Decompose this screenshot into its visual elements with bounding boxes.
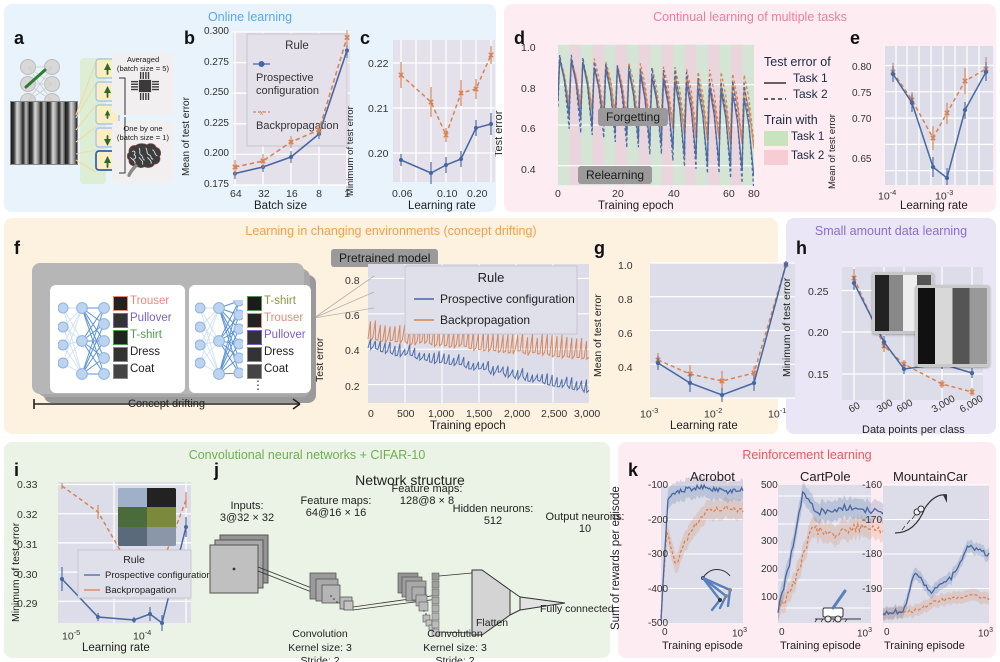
svg-text:x: x: [260, 108, 264, 117]
svg-text:configuration: configuration: [256, 85, 319, 97]
svg-text:Prospective: Prospective: [256, 72, 313, 84]
svg-text:Prospective configuration: Prospective configuration: [105, 570, 212, 581]
svg-text:Rule: Rule: [478, 270, 505, 285]
svg-text:Prospective configuration: Prospective configuration: [440, 292, 575, 306]
svg-text:Rule: Rule: [123, 554, 145, 566]
svg-text:Rule: Rule: [285, 40, 309, 52]
svg-text:Backpropagation: Backpropagation: [440, 313, 530, 327]
svg-text:Backpropagation: Backpropagation: [105, 585, 176, 596]
svg-text:Backpropagation: Backpropagation: [256, 120, 339, 132]
